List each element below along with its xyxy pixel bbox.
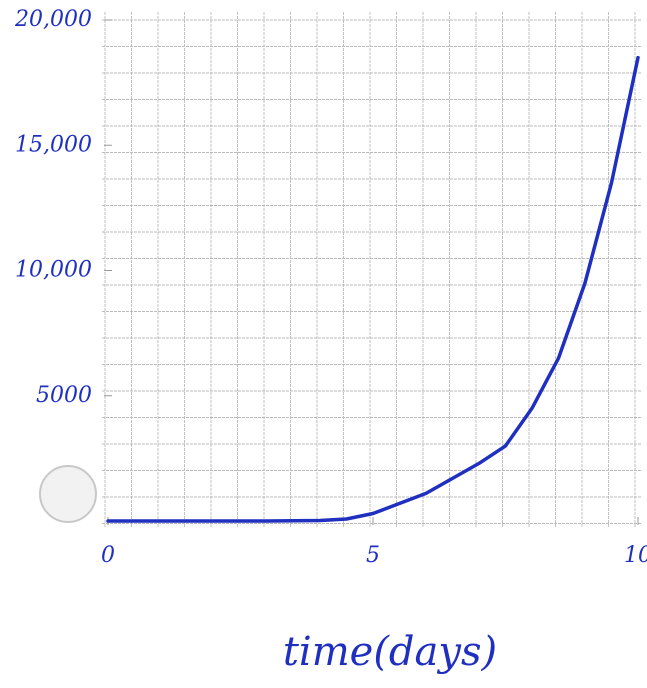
x-tick-label: 0 xyxy=(101,543,115,568)
x-axis-label: time(days) xyxy=(283,629,497,675)
y-tick-label: 10,000 xyxy=(15,258,92,283)
y-tick-label: 5000 xyxy=(36,383,92,408)
chart: time(days) 5000 10,000 15,000 20,000 0 5 10 xyxy=(0,0,647,688)
x-tick-label: 5 xyxy=(366,543,380,568)
x-tick-label: 10 xyxy=(624,543,647,568)
y-tick-label: 15,000 xyxy=(15,132,92,157)
y-tick-label: 20,000 xyxy=(14,7,92,32)
background xyxy=(0,0,647,688)
hole-punch xyxy=(40,466,96,522)
